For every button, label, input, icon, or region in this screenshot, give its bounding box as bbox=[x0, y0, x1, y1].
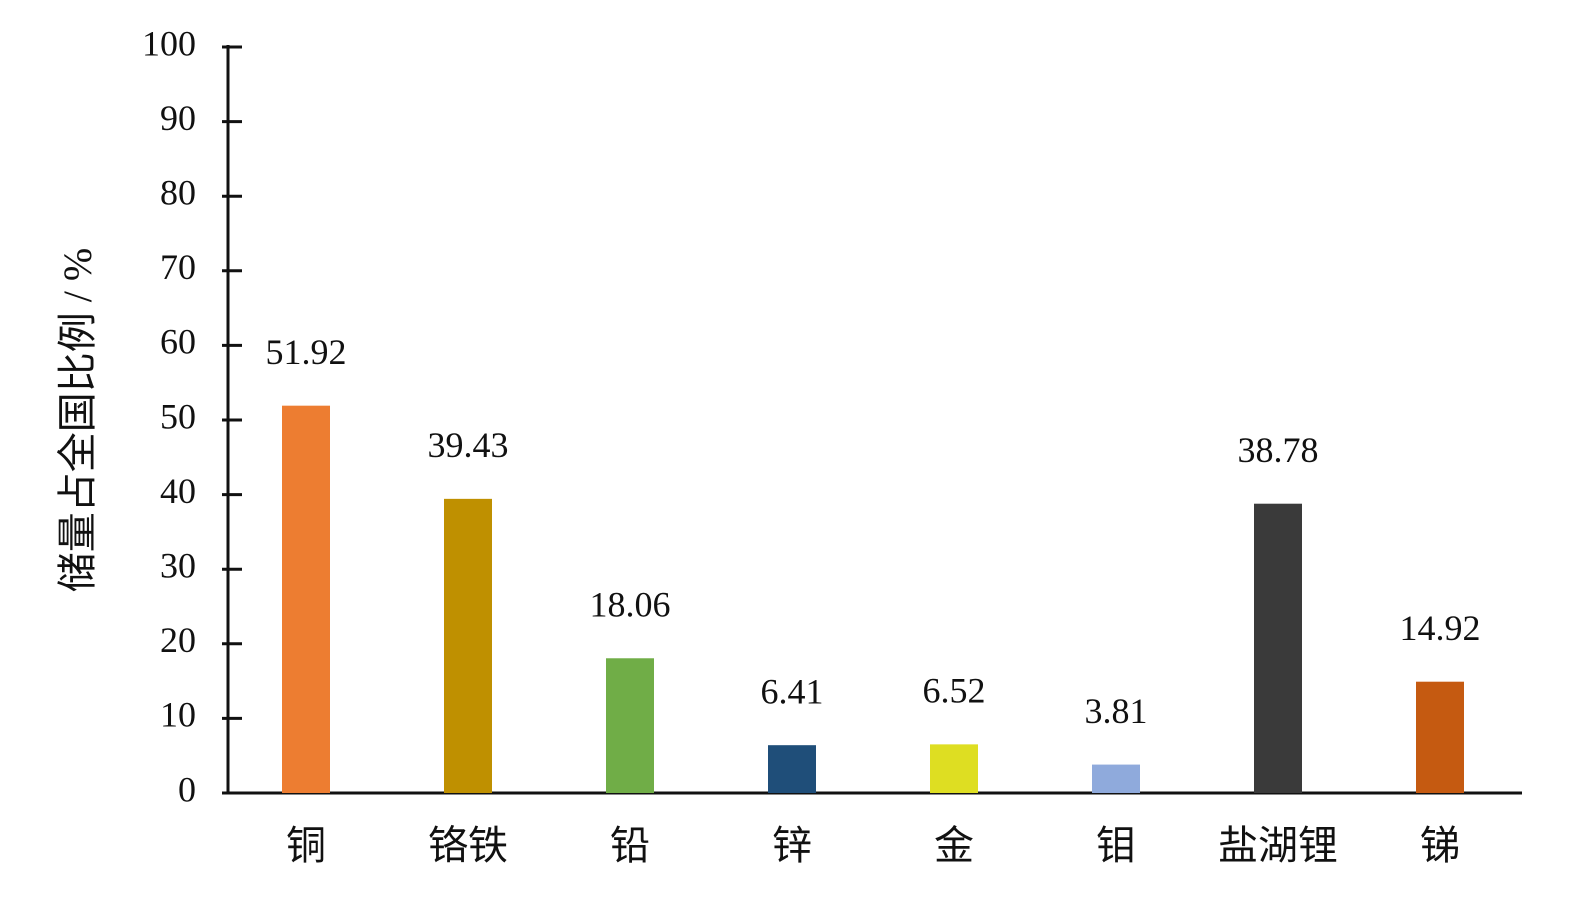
value-label: 38.78 bbox=[1238, 430, 1319, 470]
value-label: 6.52 bbox=[923, 671, 986, 711]
y-tick-label: 10 bbox=[160, 695, 196, 735]
y-tick-label: 50 bbox=[160, 396, 196, 436]
x-tick-label: 铅 bbox=[610, 823, 650, 868]
y-tick-label: 90 bbox=[160, 98, 196, 138]
bar bbox=[282, 405, 330, 793]
x-tick-label: 钼 bbox=[1096, 823, 1136, 868]
x-tick-label: 锌 bbox=[772, 823, 812, 868]
y-tick-label: 70 bbox=[160, 247, 196, 287]
bar bbox=[930, 744, 978, 793]
y-tick-label: 40 bbox=[160, 471, 196, 511]
y-tick-label: 80 bbox=[160, 172, 196, 212]
y-axis-label: 储量占全国比例 / % bbox=[55, 248, 100, 592]
bar bbox=[444, 498, 492, 793]
value-label: 3.81 bbox=[1085, 691, 1148, 731]
bar bbox=[1416, 681, 1464, 793]
x-tick-label: 铬铁 bbox=[428, 823, 508, 868]
y-tick-label: 20 bbox=[160, 620, 196, 660]
bar bbox=[1092, 764, 1140, 793]
bar bbox=[768, 745, 816, 793]
value-label: 18.06 bbox=[590, 585, 671, 625]
x-tick-label: 锑 bbox=[1420, 823, 1460, 868]
x-tick-label: 金 bbox=[934, 823, 974, 868]
y-tick-label: 60 bbox=[160, 322, 196, 362]
value-label: 14.92 bbox=[1400, 608, 1481, 648]
value-label: 6.41 bbox=[761, 671, 824, 711]
y-tick-label: 100 bbox=[142, 23, 196, 63]
y-tick-label: 30 bbox=[160, 545, 196, 585]
value-label: 39.43 bbox=[428, 425, 509, 465]
x-tick-label: 盐湖锂 bbox=[1218, 823, 1338, 868]
x-tick-label: 铜 bbox=[286, 823, 326, 868]
y-tick-label: 0 bbox=[178, 769, 196, 809]
value-label: 51.92 bbox=[266, 332, 347, 372]
bar bbox=[606, 658, 654, 793]
bar bbox=[1254, 503, 1302, 793]
